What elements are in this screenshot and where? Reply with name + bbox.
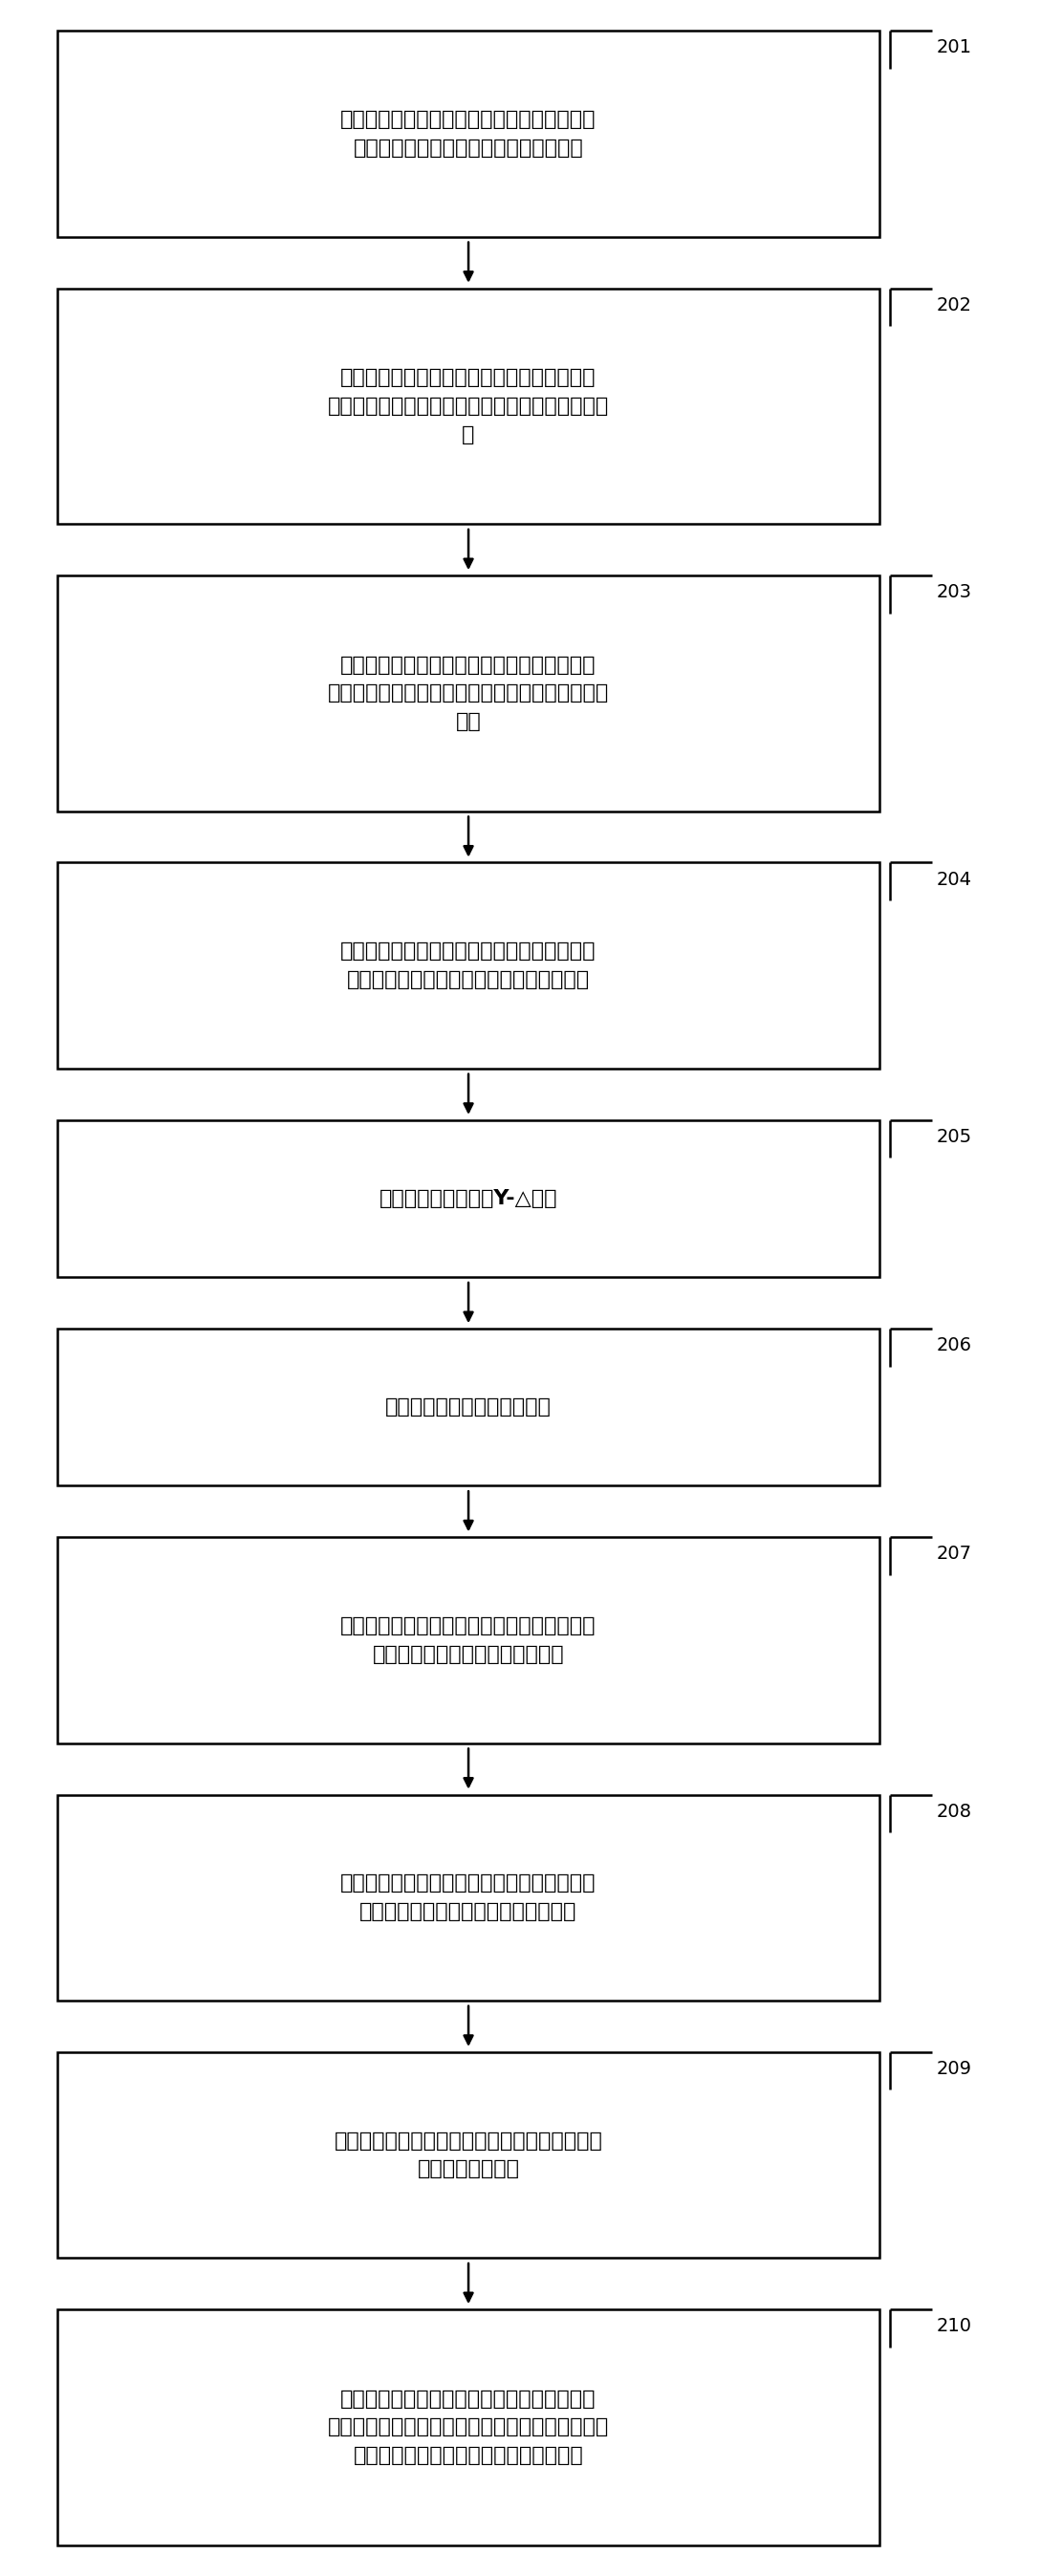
Text: 209: 209 — [937, 2061, 972, 2079]
Bar — [57, 31, 880, 237]
Bar — [57, 1329, 880, 1486]
Bar — [57, 1538, 880, 1744]
Bar — [57, 2311, 880, 2545]
Text: 根据改进牛顿迭代算法求解三元非线性方程组，
得到杂散电容的值: 根据改进牛顿迭代算法求解三元非线性方程组， 得到杂散电容的值 — [334, 2130, 603, 2179]
Text: 建立包含电容分压器、中间变压器、补偿电抗
器、阻尼器和负载的电容式电压互感器的等效电路
模型: 建立包含电容分压器、中间变压器、补偿电抗 器、阻尼器和负载的电容式电压互感器的等… — [328, 654, 609, 732]
Text: 根据电容式电压互感器的铭牌数据获取电容分
压器参数的高压主电容值和中压主电容值: 根据电容式电压互感器的铭牌数据获取电容分 压器参数的高压主电容值和中压主电容值 — [340, 111, 596, 157]
Text: 208: 208 — [937, 1803, 972, 1821]
Text: 206: 206 — [937, 1337, 972, 1355]
Bar — [57, 2053, 880, 2259]
Text: 204: 204 — [937, 871, 972, 889]
Text: 201: 201 — [937, 39, 972, 57]
Text: 207: 207 — [937, 1546, 972, 1564]
Text: 210: 210 — [937, 2318, 972, 2336]
Text: 对一次侧电流和二次侧电压做频谱分析，得到
谐波电流、谐波电压的幅值和相位: 对一次侧电流和二次侧电压做频谱分析，得到 谐波电流、谐波电压的幅值和相位 — [340, 1618, 596, 1664]
Text: 根据杂散电容的值计算电容式电压互感器的等
效阻抗，根据电容式电压互感器运行时实测的一次
侧谐波电流信号计算一次侧谐波电压信号: 根据杂散电容的值计算电容式电压互感器的等 效阻抗，根据电容式电压互感器运行时实测… — [328, 2391, 609, 2465]
Bar — [57, 1121, 880, 1278]
Bar — [57, 289, 880, 523]
Text: 205: 205 — [937, 1128, 972, 1146]
Text: 获取一次侧电流和二次侧电压: 获取一次侧电流和二次侧电压 — [385, 1399, 552, 1417]
Text: 根据高压主电容值和中压主电容值计算补偿电
抗器参数、中间变压器参数、阻尼器参数和负载参
数: 根据高压主电容值和中压主电容值计算补偿电 抗器参数、中间变压器参数、阻尼器参数和… — [328, 368, 609, 443]
Text: 对等效电路模型进行Y-△变换: 对等效电路模型进行Y-△变换 — [379, 1190, 558, 1208]
Bar — [57, 863, 880, 1069]
Text: 建立包括一次侧电流、二次侧电压和等效电路
模型中的杂散电容的三元非线性方程组: 建立包括一次侧电流、二次侧电压和等效电路 模型中的杂散电容的三元非线性方程组 — [340, 1873, 596, 1922]
Text: 202: 202 — [937, 296, 972, 314]
Bar — [57, 574, 880, 811]
Bar — [57, 1795, 880, 2002]
Text: 根据等效电路模型建立电容式电压互感器的转
移阻抗与一次侧电流、二次侧电压的关系式: 根据等效电路模型建立电容式电压互感器的转 移阻抗与一次侧电流、二次侧电压的关系式 — [340, 943, 596, 989]
Text: 203: 203 — [937, 582, 972, 600]
